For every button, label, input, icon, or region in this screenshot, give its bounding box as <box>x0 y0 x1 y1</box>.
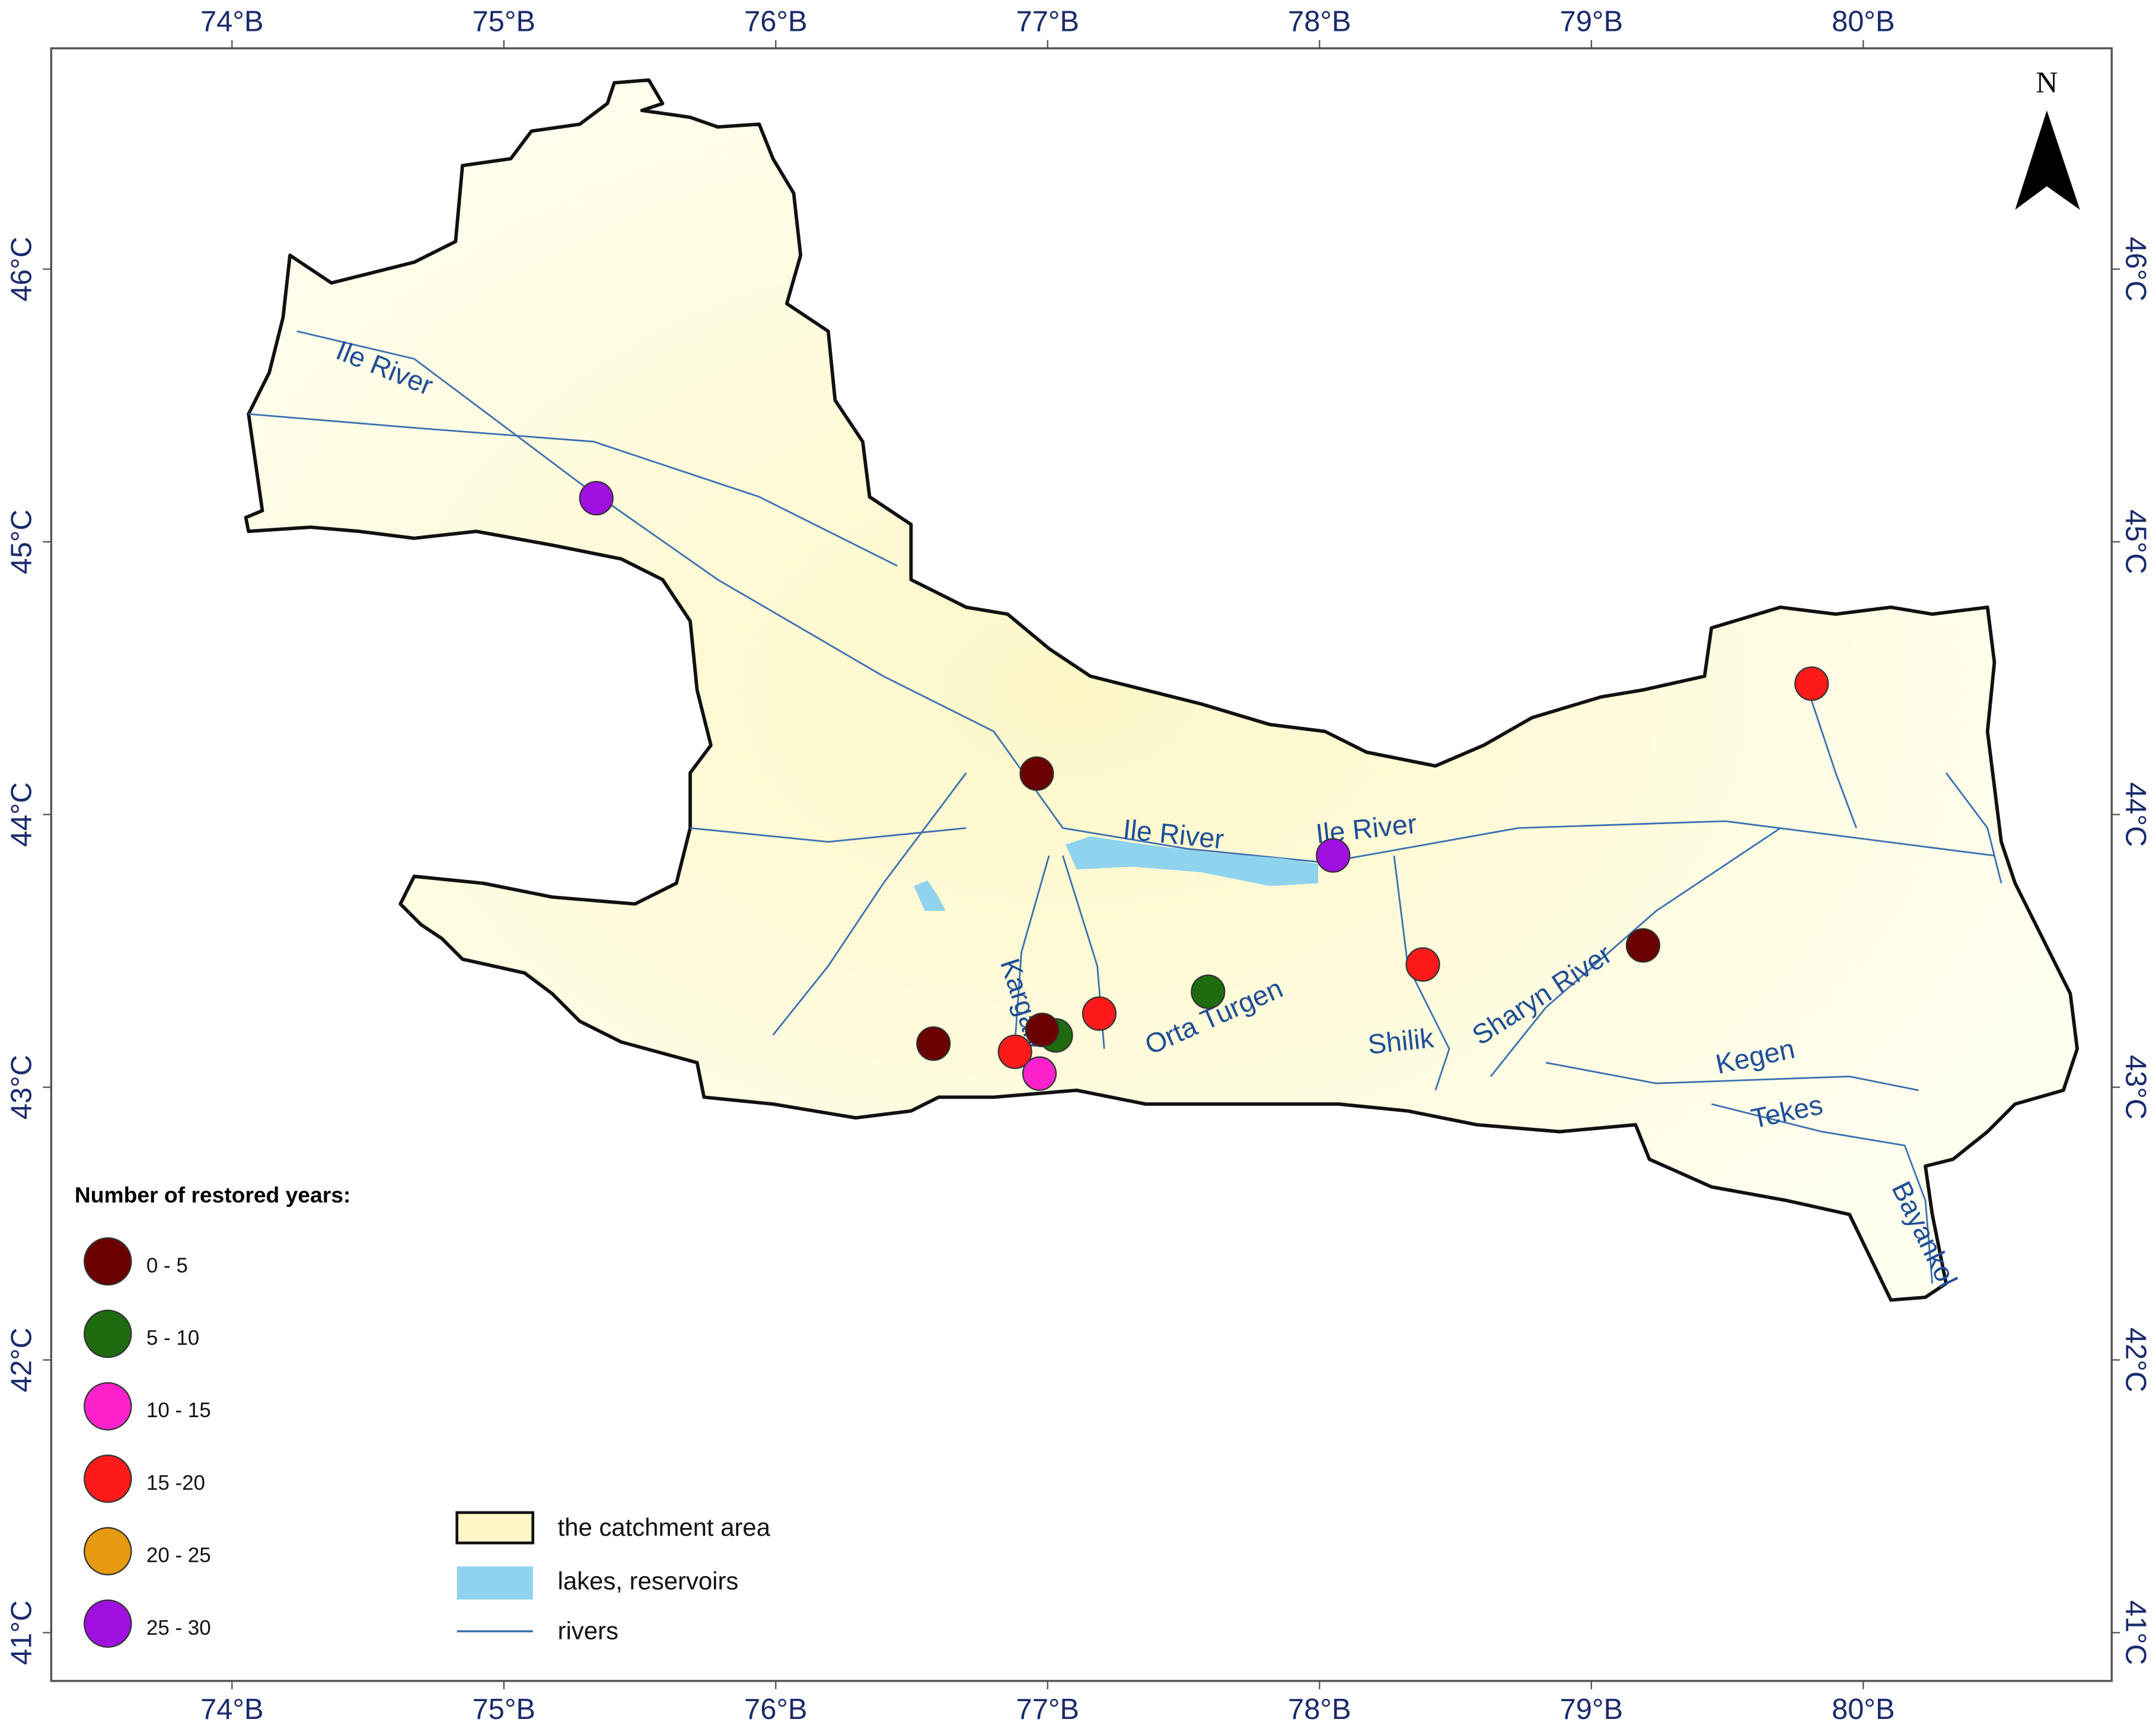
lake-swatch <box>457 1566 533 1600</box>
legend-label: 5 - 10 <box>146 1326 199 1350</box>
legend-label: 10 - 15 <box>146 1399 211 1422</box>
y-tick-label: 42°C <box>6 1328 38 1392</box>
x-tick-label: 80°B <box>1832 1693 1895 1725</box>
station <box>1405 947 1440 982</box>
y-tick-label: 42°C <box>2120 1328 2152 1392</box>
x-tick-label: 76°B <box>744 1693 807 1725</box>
x-tick-label: 79°B <box>1560 1693 1623 1725</box>
legend-swatch <box>84 1599 132 1648</box>
x-tick-label: 78°B <box>1288 5 1351 37</box>
x-tick-label: 75°B <box>473 5 535 37</box>
lake <box>914 880 946 911</box>
y-tick-label: 41°C <box>2120 1600 2152 1665</box>
x-tick-label: 79°B <box>1560 5 1623 37</box>
north-label: N <box>2036 66 2058 100</box>
station <box>1019 756 1054 791</box>
legend-label: the catchment area <box>558 1513 771 1541</box>
station <box>579 481 614 516</box>
y-tick-label: 46°C <box>2120 237 2152 301</box>
y-tick-label: 44°C <box>2120 782 2152 847</box>
station <box>997 1034 1032 1069</box>
legend-swatch <box>84 1237 132 1286</box>
x-tick-label: 80°B <box>1832 5 1895 37</box>
legend-swatch <box>84 1309 132 1358</box>
y-tick-label: 46°C <box>6 237 38 301</box>
lake <box>1066 836 1318 886</box>
y-tick-label: 41°C <box>6 1600 38 1665</box>
station <box>1794 666 1829 701</box>
x-tick-label: 78°B <box>1288 1693 1351 1725</box>
y-tick-label: 43°C <box>2120 1055 2152 1119</box>
legend-swatch <box>84 1527 132 1575</box>
station <box>1625 928 1661 963</box>
legend-title: Number of restored years: <box>75 1182 350 1207</box>
map-legend: the catchment area lakes, reservoirs riv… <box>455 1511 771 1644</box>
x-tick-label: 77°B <box>1016 1693 1079 1725</box>
catchment <box>244 78 2080 1302</box>
station <box>1191 974 1226 1009</box>
y-tick-label: 45°C <box>6 509 38 574</box>
river-label: Shilik <box>1366 1022 1436 1060</box>
north-arrow <box>2015 110 2080 210</box>
station <box>1022 1056 1057 1091</box>
legend-label: rivers <box>558 1616 618 1644</box>
legend-swatch <box>84 1382 132 1431</box>
legend-swatch <box>84 1455 132 1503</box>
y-tick-label: 44°C <box>6 782 38 847</box>
legend-label: 20 - 25 <box>146 1544 211 1567</box>
x-tick-label: 75°B <box>473 1693 535 1725</box>
y-tick-label: 43°C <box>6 1055 38 1119</box>
x-tick-label: 74°B <box>200 1693 263 1725</box>
legend-label: 15 -20 <box>146 1471 205 1494</box>
station <box>1082 996 1117 1031</box>
x-tick-label: 74°B <box>200 5 263 37</box>
legend-label: 25 - 30 <box>146 1616 211 1640</box>
legend-label: 0 - 5 <box>146 1254 188 1277</box>
legend-label: lakes, reservoirs <box>558 1567 739 1595</box>
catchment-swatch <box>455 1511 534 1545</box>
station <box>916 1026 951 1061</box>
y-tick-label: 45°C <box>2120 509 2152 574</box>
station <box>1025 1012 1060 1048</box>
x-tick-label: 76°B <box>744 5 807 37</box>
x-tick-label: 77°B <box>1016 5 1079 37</box>
station <box>1316 838 1351 873</box>
